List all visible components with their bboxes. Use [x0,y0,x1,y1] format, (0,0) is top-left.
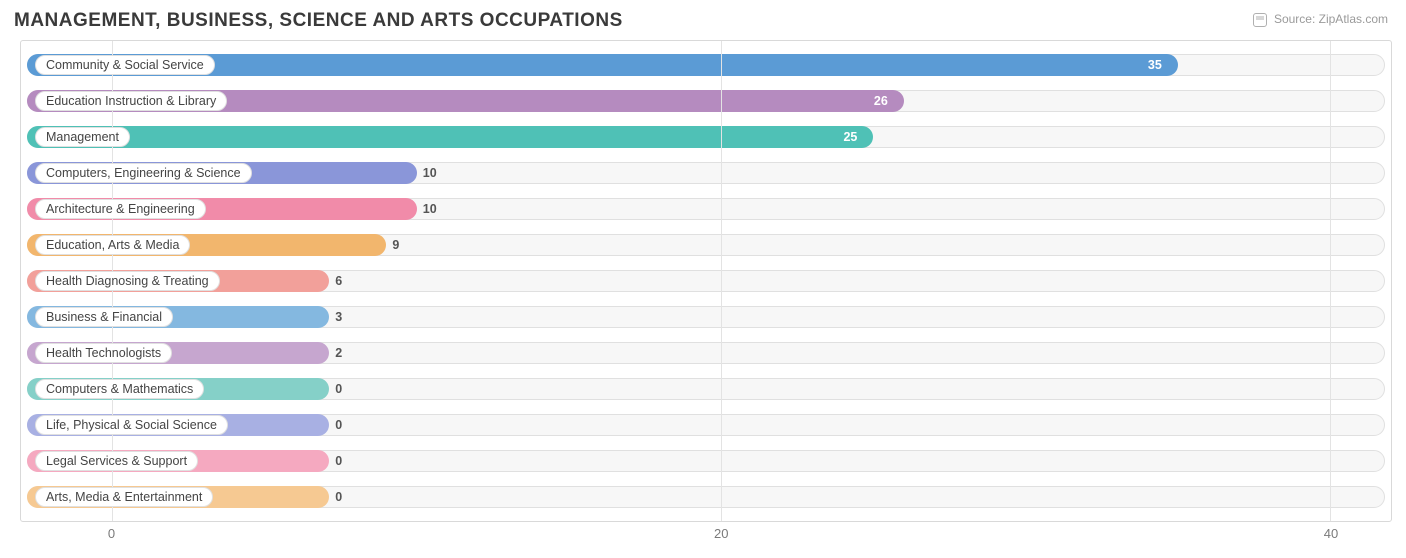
x-axis: 0 20 40 [20,526,1392,546]
bar-category-label: Business & Financial [35,307,173,327]
bar-row: 2 Health Technologists [21,340,1391,366]
bar-category-label: Architecture & Engineering [35,199,206,219]
bar-row: 0 Life, Physical & Social Science [21,412,1391,438]
x-tick-label: 20 [714,526,728,541]
bar-value-label: 3 [335,310,342,324]
bar-row: 9 Education, Arts & Media [21,232,1391,258]
bar-category-label: Education Instruction & Library [35,91,227,111]
bar-row: 35 Community & Social Service [21,52,1391,78]
gridline [1330,41,1331,521]
bar-row: 0 Computers & Mathematics [21,376,1391,402]
bar-row: 26 Education Instruction & Library [21,88,1391,114]
bar-row: 10 Computers, Engineering & Science [21,160,1391,186]
gridline [721,41,722,521]
bar-value-label: 6 [335,274,342,288]
bar-category-label: Management [35,127,130,147]
bar-value-label: 0 [335,454,342,468]
bar-category-label: Computers & Mathematics [35,379,204,399]
bar-row: 6 Health Diagnosing & Treating [21,268,1391,294]
source-name: ZipAtlas.com [1319,12,1388,26]
bar-value-label: 35 [1148,58,1162,72]
bar-row: 10 Architecture & Engineering [21,196,1391,222]
bar-value-label: 25 [843,130,857,144]
chart-title: MANAGEMENT, BUSINESS, SCIENCE AND ARTS O… [14,10,1392,32]
chart-container: MANAGEMENT, BUSINESS, SCIENCE AND ARTS O… [0,0,1406,558]
bar-row: 3 Business & Financial [21,304,1391,330]
bar-value-label: 9 [392,238,399,252]
bar-category-label: Health Technologists [35,343,172,363]
bar-category-label: Life, Physical & Social Science [35,415,228,435]
bar-category-label: Health Diagnosing & Treating [35,271,220,291]
bar-category-label: Education, Arts & Media [35,235,190,255]
x-tick-label: 40 [1324,526,1338,541]
source-icon [1253,13,1267,27]
bars-group: 35Community & Social Service26Education … [21,41,1391,521]
bar-category-label: Arts, Media & Entertainment [35,487,213,507]
bar-category-label: Community & Social Service [35,55,215,75]
bar-value-label: 10 [423,166,437,180]
bar-row: 0 Legal Services & Support [21,448,1391,474]
bar-value-label: 26 [874,94,888,108]
bar-value-label: 2 [335,346,342,360]
plot-area: 35Community & Social Service26Education … [20,40,1392,522]
x-tick-label: 0 [108,526,115,541]
bar-value-label: 0 [335,382,342,396]
bar-value-label: 0 [335,418,342,432]
bar-row: 0 Arts, Media & Entertainment [21,484,1391,510]
bar-value-label: 10 [423,202,437,216]
bar-value-label: 0 [335,490,342,504]
bar-fill [27,126,873,148]
bar-row: 25 Management [21,124,1391,150]
bar-category-label: Legal Services & Support [35,451,198,471]
source-label: Source: [1274,12,1315,26]
bar-category-label: Computers, Engineering & Science [35,163,252,183]
source-attribution: Source: ZipAtlas.com [1253,12,1388,27]
